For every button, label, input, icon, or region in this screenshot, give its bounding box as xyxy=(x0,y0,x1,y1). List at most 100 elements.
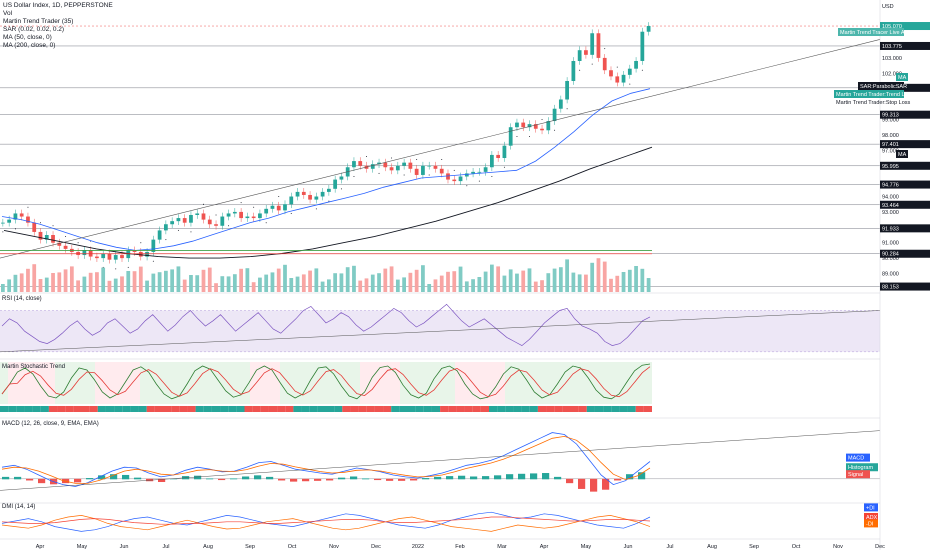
volume-bar xyxy=(44,277,49,292)
histogram-axis-tag[interactable]: Histogram xyxy=(848,465,873,471)
legend-sar[interactable]: SAR (0.02, 0.02, 0.2) xyxy=(3,26,65,33)
stoch-bar xyxy=(277,406,286,412)
stoch-label[interactable]: Martin Stochastic Trend xyxy=(2,364,66,370)
time-axis-label[interactable]: Feb xyxy=(455,544,464,550)
candle xyxy=(446,173,450,180)
plus-di-axis-tag[interactable]: +DI xyxy=(866,505,875,511)
symbol-title[interactable]: US Dollar Index, 1D, PEPPERSTONE xyxy=(3,2,113,9)
price-axis-tick[interactable]: 89.000 xyxy=(882,272,899,278)
sar-dot xyxy=(391,157,393,159)
time-axis-label[interactable]: Mar xyxy=(497,544,507,550)
time-axis-label[interactable]: Sep xyxy=(749,544,759,550)
time-axis-label[interactable]: Oct xyxy=(792,544,801,550)
trend-line-axis-tag[interactable]: Martin Trend Trader:Trend Line xyxy=(836,92,912,98)
price-axis-tick[interactable]: 90.000 xyxy=(882,256,899,262)
price-axis[interactable]: USD105.000103.000102.000101.00099.00098.… xyxy=(834,0,932,550)
stoch-bar xyxy=(562,406,571,412)
price-axis-tick[interactable]: 93.000 xyxy=(882,210,899,216)
macd-histogram-bar xyxy=(494,475,502,480)
price-axis-tick[interactable]: 99.000 xyxy=(882,118,899,124)
candle xyxy=(408,162,413,169)
time-axis-label[interactable]: May xyxy=(77,544,88,550)
volume-bar xyxy=(107,280,112,292)
legend-ma200[interactable]: MA (200, close, 0) xyxy=(3,42,56,49)
time-axis-label[interactable]: Apr xyxy=(540,544,549,550)
time-axis-label[interactable]: Jul xyxy=(162,544,169,550)
time-axis-label[interactable]: Aug xyxy=(707,544,717,550)
price-axis-tick[interactable]: 102.000 xyxy=(882,71,902,77)
price-axis-tick[interactable]: 98.000 xyxy=(882,133,899,139)
current-price-tag[interactable]: 105.070 xyxy=(882,24,902,30)
stoch-bar xyxy=(407,406,416,412)
volume-bar xyxy=(76,280,80,292)
candle xyxy=(646,26,651,32)
volume-bar xyxy=(383,268,388,292)
signal-axis-tag[interactable]: Signal xyxy=(848,472,863,478)
legend-martin[interactable]: Martin Trend Trader (35) xyxy=(3,18,74,25)
price-level-tag-2[interactable]: 99.313 xyxy=(882,113,899,119)
time-axis-label[interactable]: Nov xyxy=(833,544,843,550)
price-pane[interactable] xyxy=(0,22,881,287)
adx-axis-tag[interactable]: ADX xyxy=(866,515,878,521)
macd-histogram-bar xyxy=(302,478,310,482)
martin-alert-tag[interactable]: Martin Trend Tracer Live Alert xyxy=(840,30,913,36)
time-axis-label[interactable]: Dec xyxy=(371,544,381,550)
sar-dot xyxy=(240,202,242,204)
macd-histogram-bar xyxy=(278,478,286,481)
stoch-bar xyxy=(497,406,506,412)
price-axis-tick[interactable]: 97.000 xyxy=(882,148,899,154)
volume-bar xyxy=(57,272,62,292)
volume-bar xyxy=(88,272,93,292)
legend-ma50[interactable]: MA (50, close, 0) xyxy=(3,34,52,41)
time-axis-label[interactable]: Nov xyxy=(329,544,339,550)
price-axis-tick[interactable]: 94.000 xyxy=(882,195,899,201)
volume-bar xyxy=(132,271,137,292)
dmi-label[interactable]: DMI (14, 14) xyxy=(2,504,36,510)
macd-label[interactable]: MACD (12, 26, close, 9, EMA, EMA) xyxy=(2,421,99,427)
time-axis-label[interactable]: May xyxy=(581,544,592,550)
candle xyxy=(596,33,601,58)
volume-bar xyxy=(646,278,651,292)
candle xyxy=(201,213,206,220)
macd-histogram-bar xyxy=(374,478,382,481)
price-axis-tick[interactable]: 91.000 xyxy=(882,241,899,247)
macd-axis-tag[interactable]: MACD xyxy=(848,456,864,462)
rsi-label[interactable]: RSI (14, close) xyxy=(2,296,42,302)
sar-axis-tag[interactable]: SAR:ParabolicSAR xyxy=(860,84,907,90)
volume-bar xyxy=(19,273,24,292)
minus-di-axis-tag[interactable]: -DI xyxy=(866,521,874,527)
stop-loss-label[interactable]: Martin Trend Trader:Stop Loss xyxy=(836,100,911,106)
price-level-tag-9[interactable]: 88.153 xyxy=(882,285,899,291)
time-axis-label[interactable]: Jun xyxy=(624,544,633,550)
time-axis-label[interactable]: Jul xyxy=(666,544,673,550)
legend-vol[interactable]: Vol xyxy=(3,10,13,17)
time-axis-label[interactable]: 2022 xyxy=(412,544,424,550)
time-axis-label[interactable]: Sep xyxy=(245,544,255,550)
price-level-tag-5[interactable]: 94.776 xyxy=(882,183,899,189)
candle xyxy=(358,161,363,166)
volume-bar xyxy=(258,277,262,292)
price-level-tag-8[interactable]: 90.284 xyxy=(882,252,899,258)
volume-bar xyxy=(433,279,438,292)
volume-bar xyxy=(26,268,30,292)
candle xyxy=(383,162,388,168)
stoch-bar xyxy=(8,406,17,412)
price-level-tag-0[interactable]: 103.775 xyxy=(882,44,902,50)
price-level-tag-7[interactable]: 91.933 xyxy=(882,226,899,232)
candle xyxy=(63,245,68,249)
time-axis-label[interactable]: Apr xyxy=(36,544,45,550)
currency-label[interactable]: USD xyxy=(882,4,894,10)
ma-axis-tag[interactable]: MA xyxy=(898,75,907,81)
time-axis-label[interactable]: Dec xyxy=(875,544,885,550)
time-axis-label[interactable]: Jun xyxy=(120,544,129,550)
time-axis-label[interactable]: Oct xyxy=(288,544,297,550)
ma200-axis-tag[interactable]: MA xyxy=(898,152,907,158)
time-axis[interactable]: Apr May Jun Jul Aug Sep Oct Nov Dec 2022 Feb Mar Apr… xyxy=(36,544,885,550)
macd-histogram-bar xyxy=(566,478,574,484)
price-level-tag-6[interactable]: 93.464 xyxy=(882,203,899,209)
time-axis-label[interactable]: Aug xyxy=(203,544,213,550)
price-level-tag-3[interactable]: 97.401 xyxy=(882,142,899,148)
candle xyxy=(339,176,344,180)
price-axis-tick[interactable]: 103.000 xyxy=(882,56,902,62)
price-level-tag-4[interactable]: 95.995 xyxy=(882,164,899,170)
